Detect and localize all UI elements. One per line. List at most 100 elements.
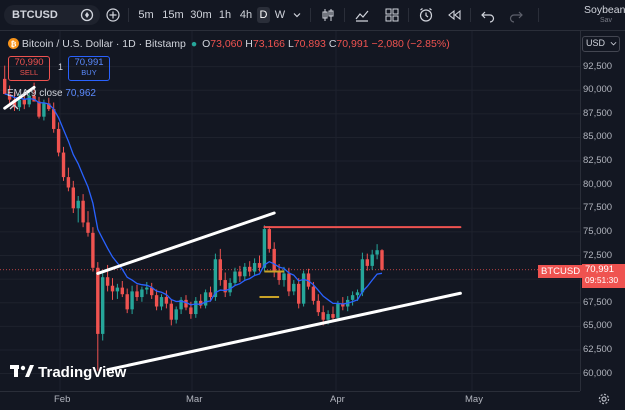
candle [145,281,149,295]
layout-name[interactable]: Soybeans [584,4,625,16]
search-icon[interactable] [80,8,94,22]
timeframe-4h[interactable]: 4h [239,9,253,21]
time-scale[interactable] [0,391,580,410]
candle [37,96,41,119]
symbol-name[interactable]: BTCUSD [12,9,58,21]
candle-body [71,187,75,209]
redo-icon[interactable] [508,7,524,23]
candle-body [3,78,7,94]
ema-indicator-legend[interactable]: EMA 9 close 70,962 [7,88,96,99]
candle-style-icon[interactable] [320,7,336,23]
candle [194,297,198,318]
candle [52,102,56,133]
candle-body [267,229,271,249]
settings-gear-icon[interactable] [598,393,610,405]
candle [238,265,242,282]
trendline [96,211,276,275]
alert-clock-icon[interactable] [418,7,434,23]
candle [228,278,232,297]
candle-body [154,295,159,307]
tradingview-mark-icon [10,365,34,377]
tradingview-wordmark: TradingView [38,364,127,381]
candle [233,267,237,286]
currency-selector[interactable]: USD [582,36,620,52]
collapse-chevron-icon[interactable] [8,102,20,112]
compare-add-icon[interactable] [106,8,120,22]
timeframe-w[interactable]: W [274,9,286,21]
candle-body [306,273,311,287]
change-value: −2,080 (−2.85%) [371,38,450,50]
time-tick-feb: Feb [54,394,71,405]
layout-grid-icon[interactable] [384,7,400,23]
bar-countdown: 09:51:30 [585,275,619,285]
candle [380,249,384,271]
price-tick: 87,500 [583,107,613,119]
candle [243,263,247,281]
candle-body [272,248,276,273]
candle [248,261,252,277]
candle-body [243,266,247,277]
price-scale[interactable] [580,31,625,391]
trendline [106,291,462,372]
time-tick-mar: Mar [186,394,203,405]
candle-body [37,101,41,117]
candle [252,258,257,276]
chart-pane[interactable] [0,31,580,391]
candle [203,289,208,309]
sell-price: 70,990 [14,57,44,68]
candle [154,289,159,311]
time-tick-apr: Apr [330,394,345,405]
candle-body [248,266,252,272]
candle-body [252,263,257,272]
candle [135,284,139,301]
candle-body [86,222,90,233]
timeframe-30m[interactable]: 30m [190,9,212,21]
candle-body [380,250,384,270]
sell-button[interactable]: 70,990 SELL [8,56,50,81]
chevron-down-icon[interactable] [292,10,302,20]
candle-body [233,271,237,283]
spread-value: 1 [58,62,64,72]
trendline [3,85,36,110]
candle-body [350,295,355,300]
candle [301,270,306,307]
candle [365,253,369,271]
candle-body [91,232,95,268]
replay-icon[interactable] [446,7,462,23]
candle [218,248,222,286]
ema-label: EMA 9 close [7,88,63,99]
price-tick: 85,000 [583,131,613,143]
candle [22,94,26,110]
candle-body [17,99,22,108]
candle-body [150,287,154,296]
candle [174,306,178,324]
timeframe-5m[interactable]: 5m [138,9,154,21]
price-tick: 75,000 [583,225,613,237]
price-tick: 60,000 [583,367,613,379]
timeframe-15m[interactable]: 15m [162,9,184,21]
candle-body [257,263,262,268]
candle-body [135,291,139,298]
price-chart[interactable] [0,31,580,391]
candle-body [292,283,296,292]
candle-body [311,286,316,301]
candle [110,278,115,300]
indicators-icon[interactable] [354,7,370,23]
buy-label: BUY [81,68,97,77]
candle [331,306,335,321]
candle-body [7,94,12,100]
symbol-search[interactable]: BTCUSD [4,5,100,25]
candle-body [223,280,227,293]
timeframe-d[interactable]: D [257,7,270,23]
timeframe-1h[interactable]: 1h [218,9,232,21]
candle-body [179,299,183,310]
candle-body [213,259,218,298]
low-value: 70,893 [293,38,326,50]
undo-icon[interactable] [480,7,496,23]
candle [169,298,173,326]
candle-body [336,303,340,318]
bitcoin-logo-icon: ₿ [8,38,19,49]
buy-button[interactable]: 70,991 BUY [68,56,110,81]
candle [370,249,374,270]
candle-body [331,314,335,318]
